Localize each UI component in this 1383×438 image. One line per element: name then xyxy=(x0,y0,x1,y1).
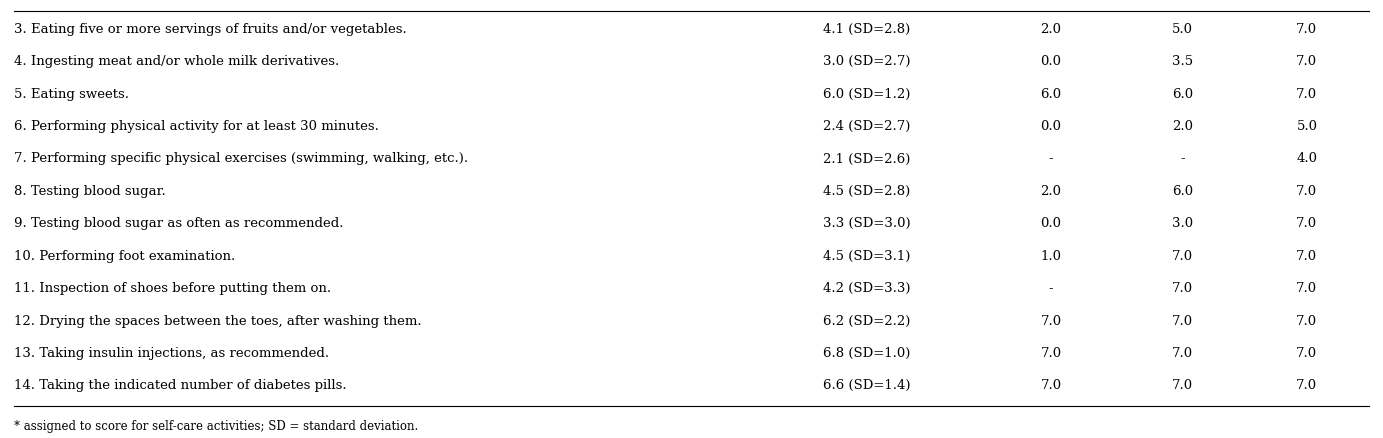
Text: 3.0 (SD=2.7): 3.0 (SD=2.7) xyxy=(823,55,910,68)
Text: 6.0: 6.0 xyxy=(1171,185,1194,198)
Text: 7.0: 7.0 xyxy=(1171,314,1194,328)
Text: 0.0: 0.0 xyxy=(1040,55,1062,68)
Text: 3.3 (SD=3.0): 3.3 (SD=3.0) xyxy=(823,217,910,230)
Text: 4. Ingesting meat and/or whole milk derivatives.: 4. Ingesting meat and/or whole milk deri… xyxy=(14,55,339,68)
Text: 7.0: 7.0 xyxy=(1171,282,1194,295)
Text: 0.0: 0.0 xyxy=(1040,120,1062,133)
Text: 1.0: 1.0 xyxy=(1040,250,1062,263)
Text: -: - xyxy=(1048,282,1054,295)
Text: 13. Taking insulin injections, as recommended.: 13. Taking insulin injections, as recomm… xyxy=(14,347,329,360)
Text: 6.0 (SD=1.2): 6.0 (SD=1.2) xyxy=(823,88,910,101)
Text: 2.0: 2.0 xyxy=(1040,185,1062,198)
Text: 4.0: 4.0 xyxy=(1296,152,1318,166)
Text: 4.1 (SD=2.8): 4.1 (SD=2.8) xyxy=(823,23,910,36)
Text: 7.0: 7.0 xyxy=(1040,314,1062,328)
Text: 6.6 (SD=1.4): 6.6 (SD=1.4) xyxy=(823,379,910,392)
Text: 7.0: 7.0 xyxy=(1296,185,1318,198)
Text: 6.0: 6.0 xyxy=(1040,88,1062,101)
Text: 7.0: 7.0 xyxy=(1296,55,1318,68)
Text: 7.0: 7.0 xyxy=(1171,250,1194,263)
Text: 7.0: 7.0 xyxy=(1171,347,1194,360)
Text: 7. Performing specific physical exercises (swimming, walking, etc.).: 7. Performing specific physical exercise… xyxy=(14,152,467,166)
Text: 7.0: 7.0 xyxy=(1296,88,1318,101)
Text: 3.5: 3.5 xyxy=(1171,55,1194,68)
Text: 5. Eating sweets.: 5. Eating sweets. xyxy=(14,88,129,101)
Text: 7.0: 7.0 xyxy=(1296,379,1318,392)
Text: 3. Eating five or more servings of fruits and/or vegetables.: 3. Eating five or more servings of fruit… xyxy=(14,23,407,36)
Text: 7.0: 7.0 xyxy=(1296,314,1318,328)
Text: * assigned to score for self-care activities; SD = standard deviation.: * assigned to score for self-care activi… xyxy=(14,420,418,433)
Text: 6. Performing physical activity for at least 30 minutes.: 6. Performing physical activity for at l… xyxy=(14,120,379,133)
Text: 14. Taking the indicated number of diabetes pills.: 14. Taking the indicated number of diabe… xyxy=(14,379,347,392)
Text: 11. Inspection of shoes before putting them on.: 11. Inspection of shoes before putting t… xyxy=(14,282,331,295)
Text: 2.1 (SD=2.6): 2.1 (SD=2.6) xyxy=(823,152,910,166)
Text: 7.0: 7.0 xyxy=(1171,379,1194,392)
Text: 5.0: 5.0 xyxy=(1296,120,1318,133)
Text: 4.5 (SD=3.1): 4.5 (SD=3.1) xyxy=(823,250,910,263)
Text: 7.0: 7.0 xyxy=(1296,250,1318,263)
Text: -: - xyxy=(1180,152,1185,166)
Text: 2.4 (SD=2.7): 2.4 (SD=2.7) xyxy=(823,120,910,133)
Text: 2.0: 2.0 xyxy=(1040,23,1062,36)
Text: 9. Testing blood sugar as often as recommended.: 9. Testing blood sugar as often as recom… xyxy=(14,217,343,230)
Text: 2.0: 2.0 xyxy=(1171,120,1194,133)
Text: 7.0: 7.0 xyxy=(1296,23,1318,36)
Text: 7.0: 7.0 xyxy=(1296,282,1318,295)
Text: 4.5 (SD=2.8): 4.5 (SD=2.8) xyxy=(823,185,910,198)
Text: 3.0: 3.0 xyxy=(1171,217,1194,230)
Text: 7.0: 7.0 xyxy=(1040,379,1062,392)
Text: 4.2 (SD=3.3): 4.2 (SD=3.3) xyxy=(823,282,910,295)
Text: 7.0: 7.0 xyxy=(1296,217,1318,230)
Text: 6.0: 6.0 xyxy=(1171,88,1194,101)
Text: 10. Performing foot examination.: 10. Performing foot examination. xyxy=(14,250,235,263)
Text: 8. Testing blood sugar.: 8. Testing blood sugar. xyxy=(14,185,166,198)
Text: 6.8 (SD=1.0): 6.8 (SD=1.0) xyxy=(823,347,910,360)
Text: 0.0: 0.0 xyxy=(1040,217,1062,230)
Text: 7.0: 7.0 xyxy=(1296,347,1318,360)
Text: -: - xyxy=(1048,152,1054,166)
Text: 6.2 (SD=2.2): 6.2 (SD=2.2) xyxy=(823,314,910,328)
Text: 12. Drying the spaces between the toes, after washing them.: 12. Drying the spaces between the toes, … xyxy=(14,314,422,328)
Text: 7.0: 7.0 xyxy=(1040,347,1062,360)
Text: 5.0: 5.0 xyxy=(1171,23,1194,36)
